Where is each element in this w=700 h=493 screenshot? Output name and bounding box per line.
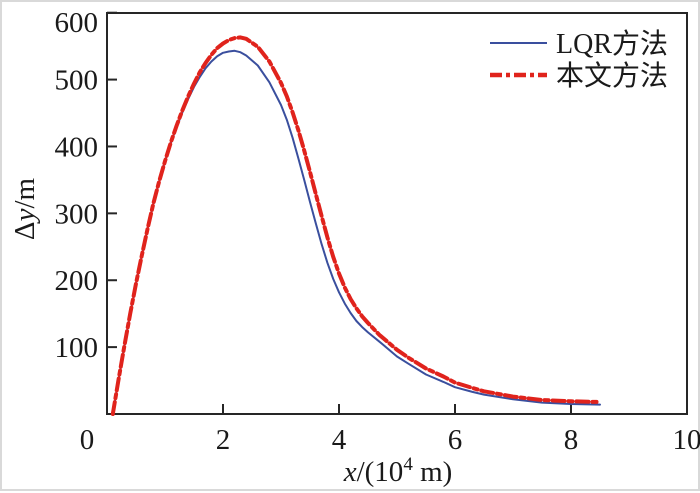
y-tick-label: 100 [55, 332, 99, 364]
x-tick-label: 8 [564, 424, 579, 456]
y-tick-label: 200 [55, 265, 99, 297]
x-tick-label: 2 [216, 424, 231, 456]
y-tick-label: 400 [55, 131, 99, 163]
x-tick-label: 4 [332, 424, 347, 456]
y-axis-title: Δy/m [9, 177, 41, 240]
y-tick-label: 500 [55, 65, 99, 97]
x-tick-label: 10 [673, 424, 700, 456]
legend: LQR方法 本文方法 [490, 28, 668, 92]
data-curves [113, 37, 600, 414]
series-line-1 [113, 37, 600, 414]
legend-label-lqr: LQR方法 [556, 28, 668, 60]
x-tick-label: 0 [80, 424, 95, 456]
y-tick-label: 600 [55, 7, 99, 39]
x-tick-label: 6 [448, 424, 463, 456]
legend-label-proposed: 本文方法 [556, 60, 668, 92]
x-axis-ticks: 0 2 4 6 8 10 [80, 404, 700, 456]
x-axis-title: x/(104 m) [343, 454, 453, 488]
y-tick-label: 300 [55, 198, 99, 230]
